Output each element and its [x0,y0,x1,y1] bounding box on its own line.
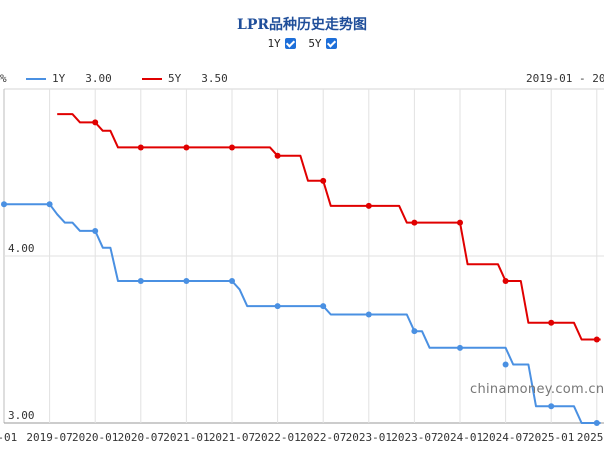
data-point-5y [183,144,190,151]
x-tick-label: 2022-07 [300,431,346,444]
series-toggles: 1Y 5Y [0,37,604,50]
data-point-1y [502,361,509,368]
toggle-5y-checkbox[interactable] [325,38,337,49]
x-tick-label: 2020-01 [72,431,118,444]
x-tick-label: 2021-07 [209,431,255,444]
x-tick-label: 2024-01 [437,431,483,444]
x-tick-label: 2025-0 [577,431,604,444]
x-tick-label: 2022-01 [254,431,300,444]
data-point-1y [46,201,53,208]
toggle-1y-checkbox[interactable] [284,38,296,49]
data-point-5y [593,336,600,343]
data-point-1y [320,303,327,310]
x-tick-label: 2019-07 [26,431,72,444]
series-line-1y [4,203,601,424]
data-point-1y [229,278,235,285]
legend-5y-name: 5Y [168,72,182,85]
legend-5y-value: 3.50 [201,72,228,85]
toggle-5y-label: 5Y [308,37,322,50]
toggle-1y[interactable]: 1Y [267,37,296,50]
data-point-5y [411,219,418,226]
date-range-label: 2019-01 - 2025-01 [526,72,604,85]
toggle-1y-label: 1Y [267,37,281,50]
data-point-1y [137,278,144,285]
data-point-5y [92,119,99,126]
data-point-1y [274,303,281,310]
chart-title: LPR品种历史走势图 [236,17,367,33]
legend-1y-swatch [26,77,46,80]
data-point-5y [137,144,144,151]
x-tick-label: 9-01 [0,431,17,444]
legend-5y: 5Y 3.50 [142,72,228,85]
x-tick-label: 2025-01 [528,431,574,444]
x-tick-label: 2024-07 [482,431,528,444]
data-point-1y [457,344,463,351]
data-point-1y [411,328,418,335]
data-point-1y [92,227,99,234]
y-tick-label: 4.00 [8,242,35,255]
watermark: chinamoney.com.cn [470,382,604,397]
data-point-5y [457,219,463,226]
data-point-1y [548,403,555,410]
x-tick-label: 2023-07 [391,431,437,444]
toggle-5y[interactable]: 5Y [308,37,337,50]
data-point-1y [1,201,7,208]
data-point-5y [548,319,555,326]
data-point-1y [365,311,372,318]
x-tick-label: 2021-01 [163,431,209,444]
legend-1y-name: 1Y [52,72,66,85]
data-point-5y [365,202,372,209]
data-point-5y [502,278,509,285]
data-point-1y [183,278,190,285]
x-tick-label: 2023-01 [346,431,392,444]
y-tick-label: 3.00 [8,409,35,422]
data-point-5y [274,152,281,159]
x-tick-label: 2020-07 [118,431,164,444]
data-point-5y [320,177,327,184]
y-unit-label: % [0,72,7,85]
data-point-1y [593,420,600,426]
legend-1y: 1Y 3.00 [26,72,112,85]
legend-1y-value: 3.00 [85,72,112,85]
data-point-5y [229,144,235,151]
legend-5y-swatch [142,77,162,80]
